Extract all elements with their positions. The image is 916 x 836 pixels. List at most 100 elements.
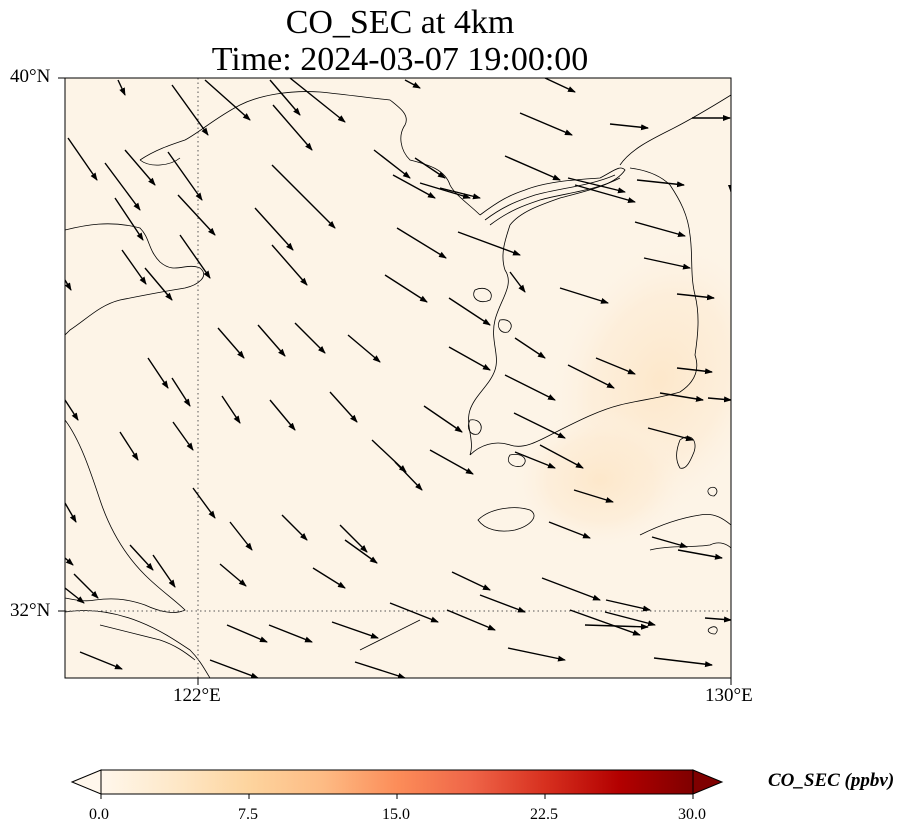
wind-arrow — [124, 149, 156, 186]
wind-arrow — [171, 377, 191, 407]
wind-arrow — [653, 657, 713, 668]
wind-arrow — [595, 357, 636, 375]
wind-arrow — [344, 539, 378, 564]
wind-arrow — [312, 567, 346, 589]
wind-arrow — [281, 514, 308, 541]
wind-arrow — [448, 297, 491, 326]
wind-arrow — [268, 624, 313, 643]
wind-arrow — [479, 594, 526, 613]
map-title: CO_SEC at 4km — [285, 4, 515, 41]
wind-arrow — [289, 78, 346, 123]
wind-vectors — [65, 78, 731, 678]
wind-arrow — [392, 174, 436, 199]
wind-arrow — [65, 557, 74, 566]
wind-arrow — [117, 79, 126, 96]
wind-arrow — [79, 651, 123, 670]
wind-arrow — [647, 427, 694, 442]
wind-arrow — [229, 521, 253, 551]
colorbar-label: CO_SEC (ppbv) — [768, 770, 895, 791]
wind-arrow — [451, 571, 491, 591]
wind-arrow — [65, 279, 72, 291]
colorbar-tick-2: 15.0 — [382, 806, 410, 823]
wind-arrow — [569, 609, 641, 636]
wind-arrow — [269, 79, 301, 116]
wind-arrow — [179, 234, 211, 279]
wind-arrow — [144, 267, 173, 301]
wind-arrow — [271, 244, 308, 286]
colorbar — [70, 769, 724, 799]
wind-arrow — [651, 536, 688, 548]
wind-arrow — [439, 187, 481, 200]
wind-arrow — [73, 573, 99, 599]
wind-arrow — [329, 391, 358, 423]
wind-arrow — [541, 577, 601, 601]
lat-label-40n: 40°N — [10, 66, 51, 87]
wind-arrow — [114, 197, 144, 241]
wind-arrow — [704, 616, 731, 623]
wind-arrow — [567, 177, 626, 194]
wind-arrow — [394, 461, 423, 491]
wind-arrow — [152, 554, 176, 588]
wind-arrow — [446, 609, 496, 631]
wind-arrow — [204, 79, 251, 121]
wind-arrow — [257, 324, 286, 357]
wind-arrow — [217, 327, 245, 359]
wind-arrow — [519, 112, 573, 136]
wind-arrow — [347, 334, 381, 363]
wind-arrow — [65, 399, 79, 421]
wind-arrow — [514, 337, 546, 359]
wind-arrow — [423, 405, 463, 433]
wind-arrow — [677, 549, 723, 560]
map-frame — [64, 77, 732, 679]
wind-arrow — [177, 194, 216, 236]
wind-arrow — [65, 502, 77, 523]
wind-arrow — [167, 151, 203, 201]
wind-arrow — [634, 221, 686, 238]
wind-arrow — [567, 364, 615, 389]
colorbar-extend-high — [692, 769, 724, 795]
wind-arrow — [636, 179, 685, 188]
wind-arrow — [121, 249, 147, 285]
wind-arrow — [429, 449, 474, 475]
wind-arrow — [604, 611, 656, 627]
wind-arrow — [147, 357, 169, 389]
wind-arrow — [548, 521, 591, 539]
wind-arrow — [219, 563, 247, 587]
wind-arrow — [544, 78, 576, 93]
colorbar-tick-1: 7.5 — [238, 806, 258, 823]
wind-arrow — [339, 524, 368, 553]
wind-arrow — [104, 162, 141, 211]
wind-arrow — [659, 392, 704, 402]
map-time-subtitle: Time: 2024-03-07 19:00:00 — [211, 41, 589, 78]
wind-arrow — [373, 149, 411, 179]
wind-arrow — [171, 84, 209, 136]
wind-arrow — [192, 487, 216, 519]
wind-arrow — [573, 489, 614, 503]
lon-label-122e: 122°E — [173, 685, 221, 706]
wind-arrow — [67, 137, 98, 181]
wind-arrow — [707, 396, 731, 403]
wind-arrow — [389, 602, 439, 623]
wind-arrow — [331, 621, 379, 639]
lat-label-32n: 32°N — [10, 600, 51, 621]
wind-arrow — [226, 624, 268, 643]
wind-arrow — [504, 155, 561, 181]
wind-arrow — [254, 207, 294, 251]
wind-arrow — [119, 431, 139, 461]
wind-arrow — [507, 647, 566, 662]
wind-arrow — [65, 587, 85, 604]
wind-arrow — [272, 104, 313, 151]
wind-arrow — [404, 79, 421, 89]
wind-arrow — [514, 451, 556, 469]
wind-arrow — [609, 123, 649, 131]
wind-arrow — [271, 164, 336, 229]
wind-arrow — [129, 544, 154, 571]
colorbar-extend-low — [70, 769, 102, 795]
wind-arrow — [396, 227, 447, 259]
colorbar-tick-4: 30.0 — [678, 806, 706, 823]
wind-arrow — [539, 444, 584, 469]
wind-arrow — [448, 346, 491, 371]
wind-arrow — [643, 257, 691, 270]
colorbar-tick-3: 22.5 — [530, 806, 558, 823]
wind-arrow — [676, 293, 715, 301]
